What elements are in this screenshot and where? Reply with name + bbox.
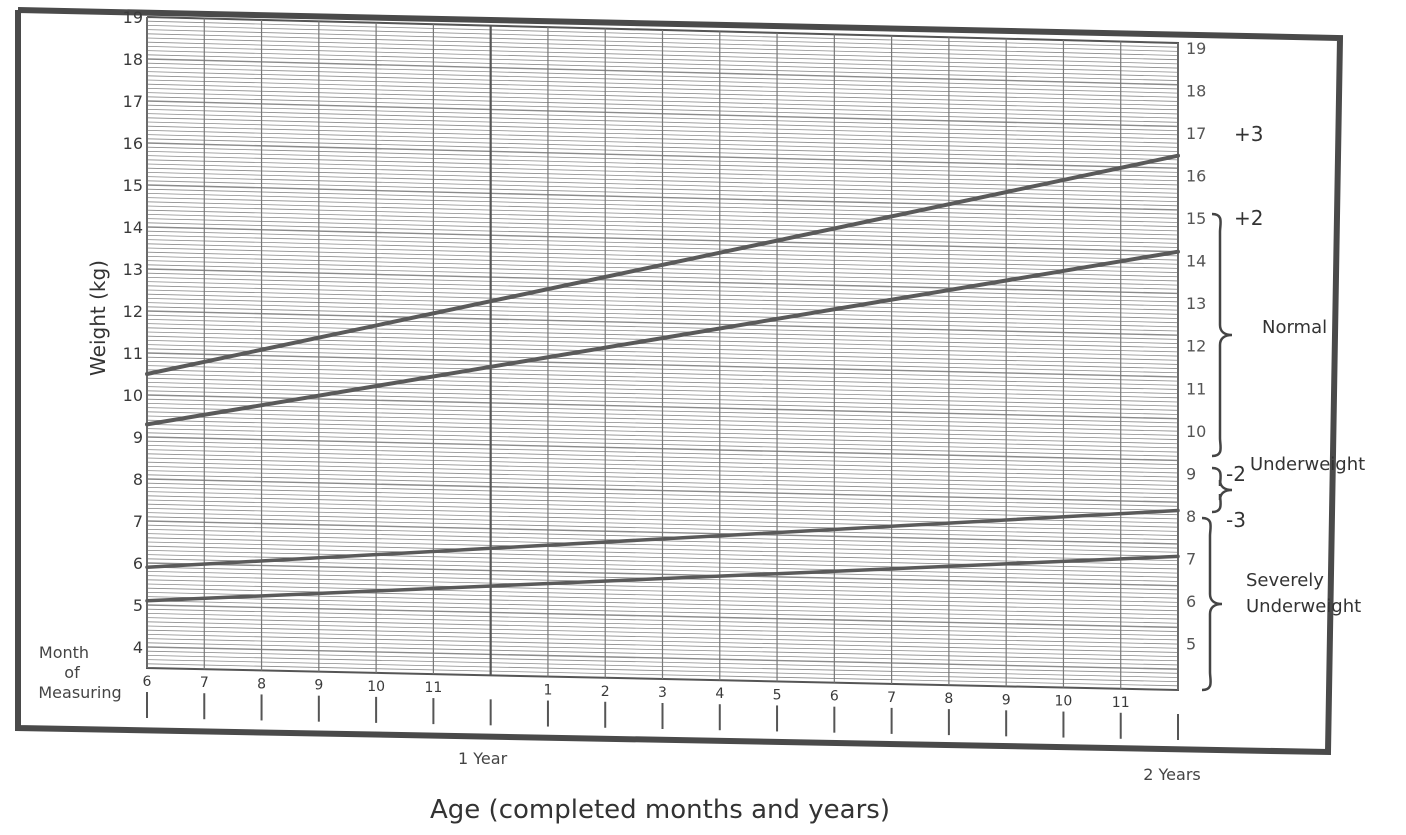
month-label: 11 — [424, 680, 442, 696]
curves — [145, 153, 1180, 603]
month-label: 7 — [200, 675, 209, 691]
month-label: 2 — [601, 684, 610, 700]
month-labels: 6 7 8 9 10 11 1 2 3 4 5 6 7 8 9 10 11 — [143, 674, 1130, 711]
y-axis-title: Weight (kg) — [86, 260, 110, 376]
month-tick-marks — [146, 692, 1179, 740]
outer-frame — [15, 7, 1344, 756]
left-tick-label: 5 — [133, 596, 143, 615]
zone-label-underweight: Underweight — [1250, 454, 1365, 475]
left-tick-label: 15 — [123, 176, 143, 195]
curve-label-plus2: +2 — [1234, 206, 1263, 230]
zone-braces — [1201, 212, 1233, 692]
left-tick-label: 10 — [123, 386, 143, 405]
month-row-label-1: Month — [39, 643, 89, 662]
right-tick-label: 12 — [1186, 337, 1206, 356]
right-tick-label: 7 — [1186, 549, 1196, 568]
zone-brace — [1201, 516, 1223, 692]
curve-plus3 — [145, 153, 1180, 376]
right-tick-label: 11 — [1186, 379, 1206, 398]
curve-label-minus3: -3 — [1226, 508, 1246, 532]
month-label: 8 — [944, 691, 953, 707]
curve-label-minus2: -2 — [1226, 462, 1246, 486]
month-label: 6 — [143, 674, 152, 690]
left-tick-label: 7 — [133, 512, 143, 531]
right-tick-label: 14 — [1186, 252, 1206, 271]
month-label: 9 — [1002, 692, 1011, 708]
left-tick-label: 14 — [123, 218, 143, 237]
left-tick-label: 8 — [133, 470, 143, 489]
curve-label-plus3: +3 — [1234, 122, 1263, 146]
left-tick-label: 4 — [133, 638, 143, 657]
left-tick-label: 12 — [123, 302, 143, 321]
zone-label-severely-underweight: Underweight — [1246, 596, 1361, 617]
month-label: 5 — [773, 687, 782, 703]
left-axis-ticks: 19 18 17 16 15 14 13 12 11 10 9 8 7 6 5 4 — [123, 8, 143, 657]
curve-minus2 — [145, 508, 1180, 569]
left-tick-label: 11 — [123, 344, 143, 363]
left-tick-label: 17 — [123, 92, 143, 111]
x-axis-title: Age (completed months and years) — [430, 795, 890, 825]
right-tick-label: 9 — [1186, 464, 1196, 483]
left-tick-label: 18 — [123, 50, 143, 69]
year-label-1: 1 Year — [458, 749, 508, 768]
month-label: 10 — [367, 679, 385, 695]
month-label: 1 — [543, 683, 552, 699]
right-tick-label: 15 — [1186, 209, 1206, 228]
month-label: 7 — [887, 690, 896, 706]
month-label: 9 — [314, 678, 323, 694]
right-tick-label: 13 — [1186, 294, 1206, 313]
month-row-label-2: of — [64, 663, 80, 682]
left-tick-label: 6 — [133, 554, 143, 573]
right-tick-label: 8 — [1186, 507, 1196, 526]
month-label: 4 — [715, 686, 724, 702]
right-tick-label: 19 — [1186, 39, 1206, 58]
left-tick-label: 13 — [123, 260, 143, 279]
month-label: 10 — [1055, 694, 1073, 710]
month-label: 6 — [830, 689, 839, 705]
zone-brace — [1211, 466, 1233, 514]
month-label: 11 — [1112, 695, 1130, 711]
right-tick-label: 16 — [1186, 167, 1206, 186]
curve-plus2 — [145, 249, 1180, 427]
right-axis-ticks: 19 18 17 16 15 14 13 12 11 10 9 8 7 6 5 — [1186, 39, 1206, 653]
zone-label-severely: Severely — [1246, 570, 1324, 591]
zone-brace — [1211, 212, 1233, 458]
left-tick-label: 9 — [133, 428, 143, 447]
right-tick-label: 10 — [1186, 422, 1206, 441]
month-label: 3 — [658, 685, 667, 701]
month-label: 8 — [257, 676, 266, 692]
right-tick-label: 6 — [1186, 592, 1196, 611]
right-tick-label: 18 — [1186, 82, 1206, 101]
right-tick-label: 5 — [1186, 634, 1196, 653]
left-tick-label: 19 — [123, 8, 143, 27]
left-tick-label: 16 — [123, 134, 143, 153]
month-gridlines — [146, 17, 1179, 690]
year-label-2: 2 Years — [1143, 765, 1200, 784]
month-row-label-3: Measuring — [38, 683, 121, 702]
curve-minus3 — [145, 554, 1180, 603]
zone-label-normal: Normal — [1262, 317, 1327, 338]
right-tick-label: 17 — [1186, 124, 1206, 143]
